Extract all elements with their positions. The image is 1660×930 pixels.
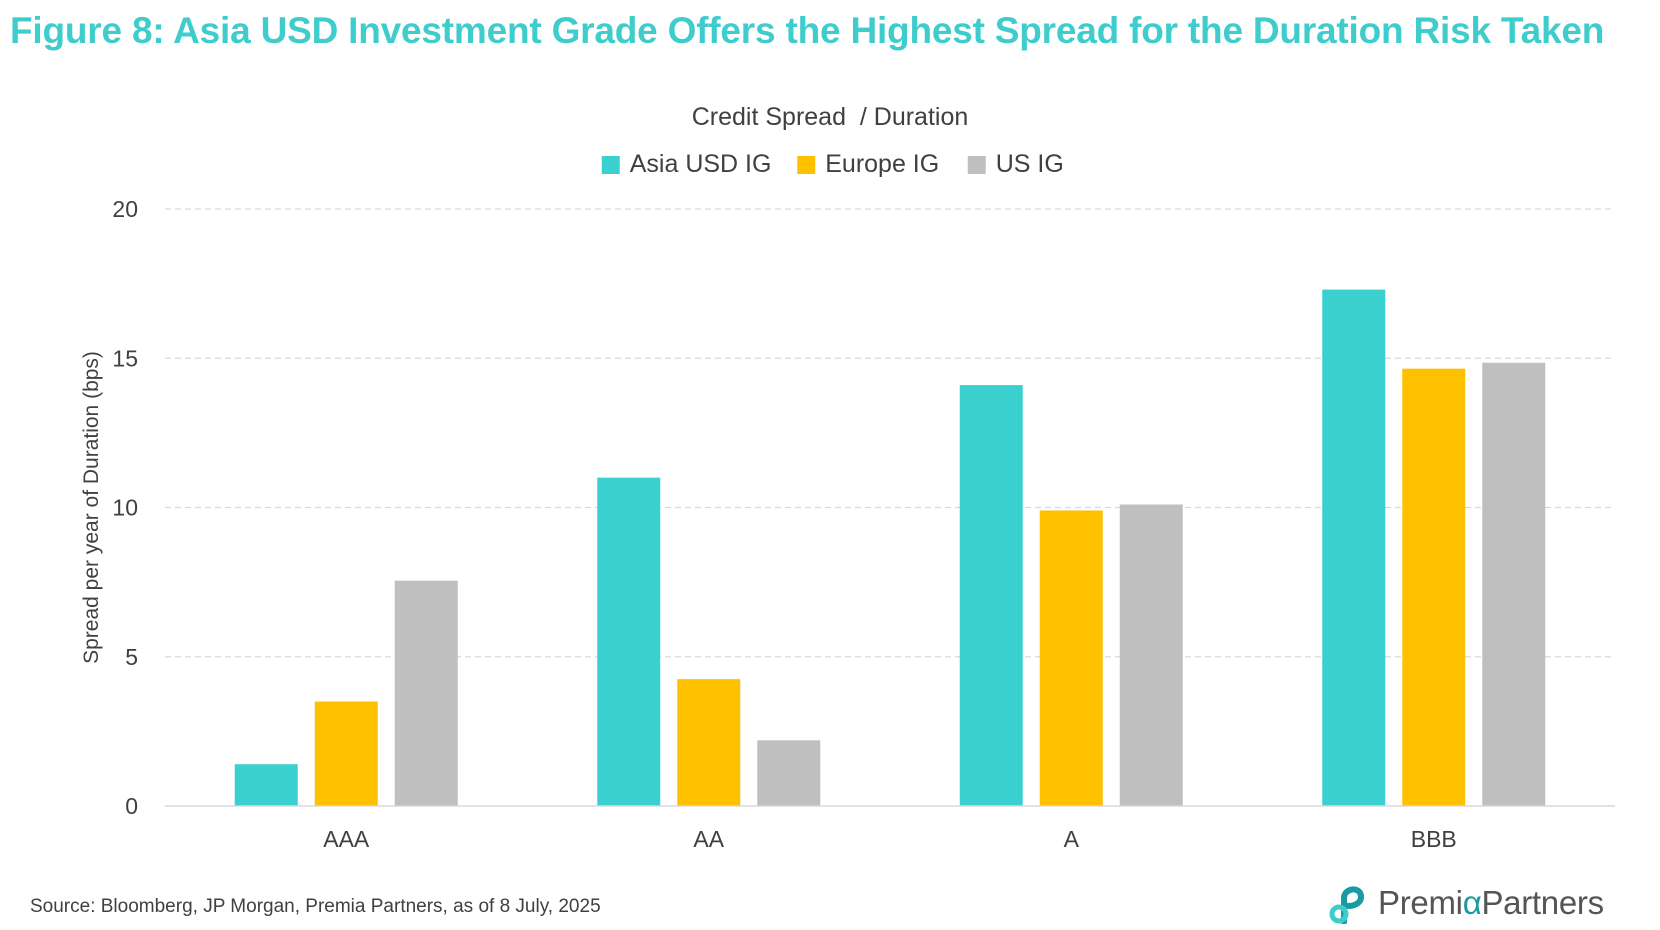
chart-legend: Asia USD IG Europe IG US IG [601,150,1064,178]
logo-wordmark: PremiαPartners [1378,884,1604,922]
bar-asia-usd-ig-aa [597,477,661,806]
logo-alpha: α [1462,884,1482,921]
logo-text-premi: Premi [1378,884,1463,921]
bar-us-ig-aaa [394,580,458,806]
logo-text-partners: Partners [1481,884,1604,921]
x-tick-label: AAA [323,826,370,852]
legend-label: Asia USD IG [630,150,772,178]
x-tick-label: AA [693,826,724,852]
y-tick-label: 5 [125,644,138,670]
bar-europe-ig-aaa [314,701,378,806]
legend-swatch-asia-usd-ig [601,156,620,174]
y-tick-label: 10 [112,495,138,521]
bar-asia-usd-ig-aaa [234,764,298,806]
legend-label: US IG [996,150,1064,178]
bar-europe-ig-aa [677,679,741,806]
y-tick-label: 15 [112,345,138,371]
premia-partners-logo: PremiαPartners [1328,882,1604,924]
y-axis-label: Spread per year of Duration (bps) [80,351,103,664]
bars-group [234,289,1546,807]
source-note: Source: Bloomberg, JP Morgan, Premia Par… [30,896,601,917]
bar-asia-usd-ig-a [959,385,1023,806]
legend-label: Europe IG [825,150,939,178]
y-axis-ticks: 0 5 10 15 20 [112,196,138,819]
legend-item-asia-usd-ig: Asia USD IG [601,150,772,178]
legend-swatch-us-ig [967,156,986,174]
x-axis-ticks: AAA AA A BBB [323,826,1457,852]
chart-title: Credit Spread / Duration [692,103,969,131]
gridlines [165,208,1615,658]
y-tick-label: 0 [125,793,138,819]
bar-us-ig-aa [757,740,821,806]
x-tick-label: A [1064,826,1080,852]
bar-asia-usd-ig-bbb [1322,289,1386,807]
legend-item-europe-ig: Europe IG [797,150,939,178]
bar-us-ig-bbb [1482,362,1546,806]
bar-europe-ig-a [1039,510,1103,806]
bar-europe-ig-bbb [1402,368,1466,806]
premia-logo-icon [1329,886,1364,924]
x-tick-label: BBB [1411,826,1457,852]
figure-title: Figure 8: Asia USD Investment Grade Offe… [10,10,1605,51]
y-tick-label: 20 [112,196,138,222]
legend-swatch-europe-ig [797,156,816,174]
bar-us-ig-a [1119,504,1183,806]
legend-item-us-ig: US IG [967,150,1064,178]
